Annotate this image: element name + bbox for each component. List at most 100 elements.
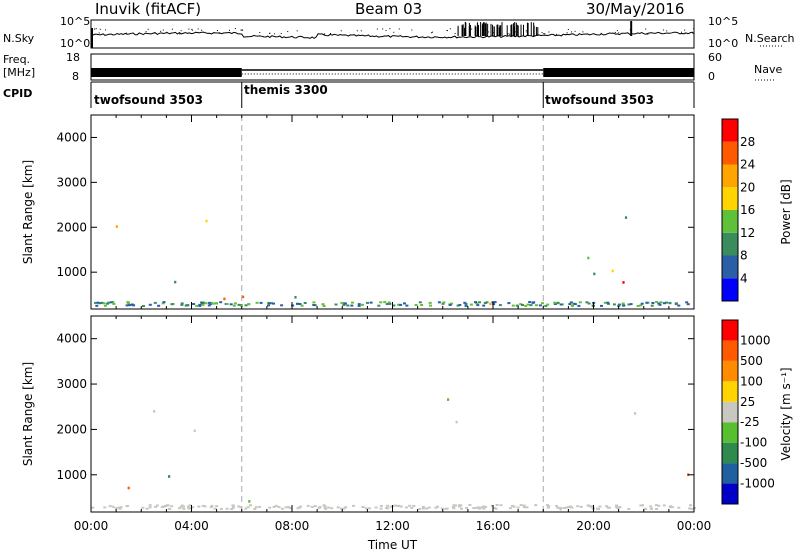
velocity-cell <box>127 486 130 490</box>
velocity-ground-cell <box>650 507 654 510</box>
power-ground-cell <box>450 302 454 305</box>
power-ground-cell <box>126 301 130 304</box>
power-colorbar-segment <box>722 119 738 142</box>
velocity-ground-cell <box>425 507 428 510</box>
power-ground-cell <box>418 301 422 304</box>
power-ground-cell <box>640 302 644 305</box>
power-ground-cell <box>474 301 477 304</box>
velocity-ground-cell <box>399 505 403 508</box>
power-ground-cell <box>553 301 557 304</box>
noise-search-dot <box>541 32 543 34</box>
xtick-label: 20:00 <box>576 519 611 533</box>
velocity-ground-cell <box>231 506 235 509</box>
power-cell <box>242 295 245 299</box>
velocity-ground-cell <box>117 506 121 509</box>
velocity-ground-cell <box>410 506 414 509</box>
velocity-ground-cell <box>614 505 618 508</box>
velocity-ground-cell <box>148 504 152 507</box>
noise-search-dot <box>393 31 395 33</box>
nsky-label: N.Sky <box>3 32 35 45</box>
power-cell <box>489 302 492 306</box>
velocity-ground-cell <box>510 504 514 507</box>
power-ground-cell <box>655 301 659 303</box>
power-ground-cell <box>185 304 189 307</box>
velocity-ground-cell <box>187 507 191 510</box>
power-ground-cell <box>107 301 111 304</box>
power-colorbar-tick: 8 <box>740 249 748 263</box>
xtick-label: 04:00 <box>174 519 209 533</box>
noise-search-dot <box>382 28 384 30</box>
velocity-ground-cell <box>323 506 327 509</box>
velocity-ground-cell <box>203 505 207 508</box>
velocity-ground-cell <box>386 507 390 510</box>
power-cell <box>205 219 208 223</box>
velocity-ground-cell <box>225 507 229 510</box>
velocity-ground-cell <box>166 504 170 507</box>
velocity-colorbar-tick: 25 <box>740 395 755 409</box>
power-cell <box>611 269 614 273</box>
velocity-ground-cell <box>546 506 550 509</box>
power-ytick-label: 3000 <box>56 175 87 189</box>
power-ground-cell <box>507 302 511 305</box>
noise-search-dot <box>614 31 616 33</box>
power-ground-cell <box>303 302 307 304</box>
noise-search-dot <box>191 29 193 31</box>
power-ground-cell <box>464 304 468 307</box>
velocity-ground-cell <box>386 504 389 507</box>
velocity-ground-cell <box>478 507 481 510</box>
power-ground-cell <box>428 301 432 304</box>
velocity-colorbar-segment <box>722 381 738 402</box>
power-ground-cell <box>568 303 572 306</box>
power-ground-cell <box>157 304 161 307</box>
power-ground-cell <box>659 301 663 304</box>
noise-search-dot <box>471 28 473 30</box>
power-ground-cell <box>198 303 202 306</box>
velocity-cell <box>455 420 458 424</box>
power-ground-cell <box>204 302 208 305</box>
velocity-ground-cell <box>327 506 331 509</box>
noise-search-dot <box>274 33 276 35</box>
velocity-cell <box>153 410 156 413</box>
velocity-ground-cell <box>230 508 234 510</box>
velocity-ground-cell <box>219 507 223 510</box>
velocity-ground-cell <box>379 507 383 510</box>
power-ground-cell <box>340 301 344 304</box>
velocity-ground-cell <box>141 506 145 509</box>
velocity-ground-cell <box>170 505 174 508</box>
velocity-ground-cell <box>179 506 183 509</box>
noise-search-dot <box>446 29 448 31</box>
velocity-ground-cell <box>182 505 186 508</box>
velocity-ground-cell <box>655 508 659 510</box>
velocity-ground-cell <box>342 507 346 510</box>
power-ground-cell <box>351 301 354 304</box>
power-ground-cell <box>463 301 467 304</box>
velocity-ground-cell <box>249 504 252 507</box>
power-ground-cell <box>343 302 347 305</box>
power-ground-cell <box>577 304 581 307</box>
power-ground-cell <box>531 301 535 304</box>
velocity-ground-cell <box>654 504 658 507</box>
noise-search-dot <box>525 30 527 32</box>
velocity-ground-cell <box>111 505 115 508</box>
velocity-ground-cell <box>213 507 217 510</box>
power-ground-cell <box>291 304 295 307</box>
freq-label-line1: Freq. <box>3 53 31 66</box>
power-colorbar-segment <box>722 210 738 233</box>
velocity-ground-cell <box>677 506 681 509</box>
freq-tick-high: 18 <box>66 51 80 64</box>
power-cell <box>115 225 118 228</box>
velocity-ground-cell <box>484 505 487 508</box>
velocity-ground-cell <box>201 504 205 507</box>
noise-search-dot <box>582 31 584 33</box>
velocity-ground-cell <box>182 507 186 510</box>
noise-search-dot <box>241 29 243 31</box>
velocity-ground-cell <box>512 505 516 508</box>
power-ground-cell <box>657 302 661 305</box>
velocity-cell <box>634 412 637 415</box>
velocity-ground-cell <box>563 507 566 509</box>
noise-search-dot <box>389 28 391 30</box>
velocity-ground-cell <box>114 507 118 510</box>
power-ground-cell <box>441 302 445 305</box>
noise-search-dot <box>430 32 432 34</box>
